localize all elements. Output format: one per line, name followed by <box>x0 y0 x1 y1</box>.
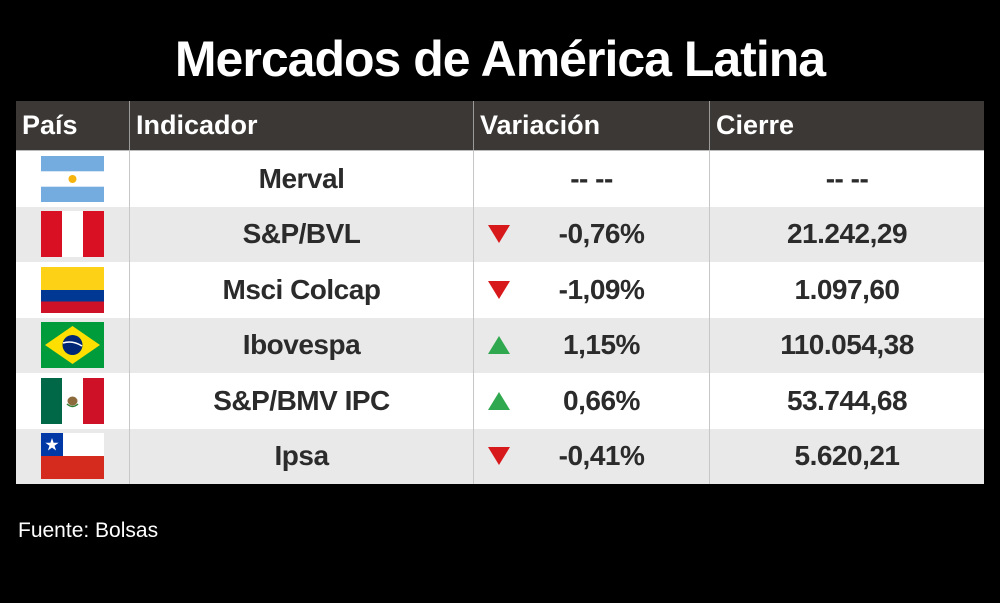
close-value: 21.242,29 <box>786 218 908 250</box>
down-arrow-icon <box>488 447 510 466</box>
table-row: Ibovespa 1,15% 110.054,38 <box>16 317 984 373</box>
table-row: Msci Colcap -1,09% 1.097,60 <box>16 262 984 318</box>
indicator-name: Msci Colcap <box>130 262 474 318</box>
mexico-flag-icon <box>41 377 104 424</box>
variation-cell: 1,15% <box>474 317 710 373</box>
down-arrow-icon <box>488 225 510 244</box>
flag-cell <box>16 317 130 373</box>
close-value: 110.054,38 <box>780 329 914 361</box>
variation-value: -0,76% <box>558 218 645 250</box>
variation-value: 1,15% <box>563 329 640 361</box>
table-row: S&P/BVL -0,76% 21.242,29 <box>16 206 984 262</box>
indicator-name: Ibovespa <box>130 317 474 373</box>
argentina-flag-icon <box>41 155 104 202</box>
indicator-name: Ipsa <box>130 428 474 484</box>
indicator-name: S&P/BVL <box>130 206 474 262</box>
variation-cell: 0,66% <box>474 373 710 429</box>
variation-cell: -1,09% <box>474 262 710 318</box>
brazil-flag-icon <box>41 322 104 369</box>
variation-value: 0,66% <box>563 384 640 416</box>
variation-value: -0,41% <box>558 440 645 472</box>
flag-cell <box>16 262 130 318</box>
variation-value: -- -- <box>570 162 613 194</box>
table-row: Merval -- -- -- -- <box>16 151 984 207</box>
flag-cell <box>16 428 130 484</box>
header-country: País <box>16 101 130 150</box>
variation-cell: -0,41% <box>474 428 710 484</box>
page-title: Mercados de América Latina <box>174 31 826 87</box>
header-indicator: Indicador <box>130 101 474 150</box>
variation-cell: -0,76% <box>474 206 710 262</box>
flag-cell <box>16 206 130 262</box>
chile-flag-icon <box>41 433 104 480</box>
flag-cell <box>16 373 130 429</box>
close-value: 53.744,68 <box>786 384 908 416</box>
down-arrow-icon <box>488 280 510 299</box>
close-value: -- -- <box>825 162 869 194</box>
source-note: Fuente: Bolsas <box>18 519 159 542</box>
table-row: Ipsa -0,41% 5.620,21 <box>16 428 984 484</box>
table-header: País Indicador Variación Cierre <box>16 101 984 151</box>
up-arrow-icon <box>488 391 510 410</box>
indicator-name: Merval <box>130 151 474 207</box>
variation-cell: -- -- <box>474 151 710 207</box>
header-variation: Variación <box>474 101 710 150</box>
markets-table: País Indicador Variación Cierre Merval -… <box>16 101 984 484</box>
table-row: S&P/BMV IPC 0,66% 53.744,68 <box>16 373 984 429</box>
peru-flag-icon <box>41 211 104 258</box>
up-arrow-icon <box>488 336 510 355</box>
close-value: 5.620,21 <box>794 440 901 472</box>
variation-value: -1,09% <box>558 273 645 305</box>
indicator-name: S&P/BMV IPC <box>130 373 474 429</box>
header-close: Cierre <box>716 110 795 140</box>
flag-cell <box>16 151 130 207</box>
close-value: 1.097,60 <box>794 273 901 305</box>
colombia-flag-icon <box>41 266 104 313</box>
